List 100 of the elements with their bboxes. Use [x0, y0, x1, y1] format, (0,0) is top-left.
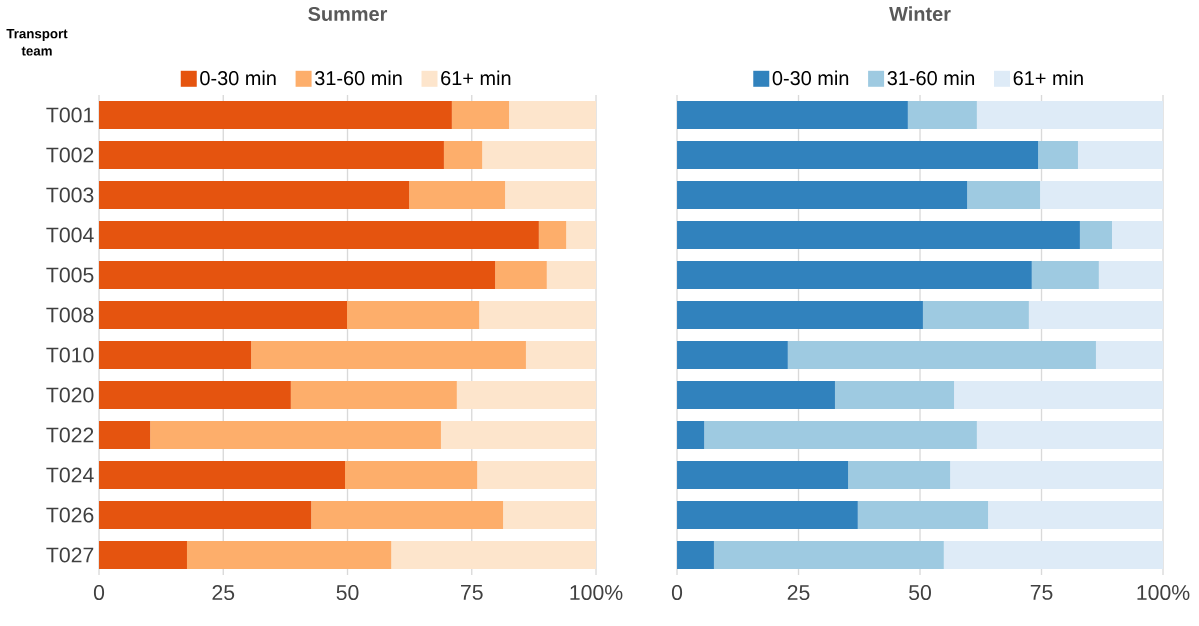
bar: [99, 180, 410, 209]
bar: [1079, 220, 1112, 249]
bar: [150, 420, 441, 449]
x-tick-label: 0: [671, 585, 683, 601]
y-tick-label: T027: [46, 547, 94, 563]
bar: [451, 100, 510, 129]
bar: [391, 540, 597, 569]
bar: [538, 220, 567, 249]
bar: [99, 300, 348, 329]
bar: [505, 180, 597, 209]
bar: [677, 540, 714, 569]
bar: [311, 500, 504, 529]
bar: [440, 420, 597, 449]
y-tick-label: T001: [46, 107, 94, 123]
bar: [677, 420, 705, 449]
bar: [954, 380, 1164, 409]
bar: [988, 500, 1164, 529]
bar: [677, 180, 968, 209]
y-tick-label: T010: [46, 347, 94, 363]
bar: [677, 260, 1032, 289]
x-tick-label: 100%: [570, 585, 623, 601]
bar: [1031, 260, 1099, 289]
legend-label: 61+ min: [1013, 70, 1083, 86]
bar: [950, 460, 1164, 489]
bar: [976, 100, 1164, 129]
bar: [503, 500, 597, 529]
bar: [976, 420, 1164, 449]
bar: [907, 100, 977, 129]
y-tick-label: T020: [46, 387, 94, 403]
bar: [834, 380, 955, 409]
bar: [99, 380, 291, 409]
y-tick-label: T002: [46, 147, 94, 163]
x-tick-label: 75: [461, 585, 483, 600]
bar: [290, 380, 457, 409]
bar: [345, 460, 478, 489]
bar: [251, 340, 526, 369]
bar: [1098, 260, 1164, 289]
chart-title: Summer: [308, 6, 388, 21]
x-tick-label: 75: [1030, 585, 1053, 600]
bar: [495, 260, 547, 289]
bar: [677, 340, 788, 369]
bar: [186, 540, 392, 569]
bar: [99, 260, 496, 289]
bar: [677, 140, 1039, 169]
bar: [99, 420, 151, 449]
bar: [99, 460, 346, 489]
bar: [677, 300, 923, 329]
x-tick-label: 50: [909, 585, 931, 601]
bar: [477, 460, 597, 489]
y-tick-label: T004: [46, 227, 94, 243]
bar: [677, 100, 908, 129]
bar: [1040, 180, 1164, 209]
bar: [99, 100, 452, 129]
legend-label: 31-60 min: [315, 70, 402, 86]
bar: [1028, 300, 1164, 329]
y-tick-label: T026: [46, 507, 94, 523]
bar: [848, 460, 951, 489]
x-tick-label: 100%: [1137, 585, 1190, 601]
bar: [1095, 340, 1164, 369]
x-tick-label: 50: [336, 585, 359, 601]
bar: [857, 500, 989, 529]
bar: [704, 420, 977, 449]
chart-title: Winter: [889, 6, 951, 21]
y-tick-label: T024: [46, 467, 94, 483]
legend-label: 61+ min: [441, 70, 511, 86]
bar: [677, 220, 1080, 249]
legend-label: 0-30 min: [200, 70, 276, 86]
bar: [479, 300, 597, 329]
bar: [99, 220, 539, 249]
bar: [713, 540, 944, 569]
bar: [566, 220, 597, 249]
x-tick-label: 0: [93, 585, 105, 601]
bar: [99, 500, 312, 529]
bar: [677, 500, 858, 529]
bar: [922, 300, 1029, 329]
bar: [1077, 140, 1164, 169]
bar: [677, 380, 835, 409]
bar: [967, 180, 1041, 209]
y-tick-label: T022: [46, 427, 94, 443]
bar: [347, 300, 480, 329]
bar: [546, 260, 597, 289]
x-tick-label: 25: [787, 585, 810, 601]
bar: [1111, 220, 1164, 249]
legend-label: 31-60 min: [887, 70, 975, 86]
y-tick-label: T005: [46, 267, 94, 283]
bar: [456, 380, 597, 409]
bar: [677, 460, 849, 489]
bar: [509, 100, 597, 129]
bar: [99, 340, 252, 369]
y-tick-label: T003: [46, 187, 94, 203]
bar: [1038, 140, 1078, 169]
legend-label: 0-30 min: [772, 70, 849, 86]
bar: [99, 140, 444, 169]
y-tick-label: T008: [46, 307, 94, 323]
bar: [409, 180, 506, 209]
bar: [787, 340, 1096, 369]
x-tick-label: 25: [212, 585, 235, 601]
bar: [482, 140, 597, 169]
bar: [525, 340, 597, 369]
bar: [943, 540, 1164, 569]
